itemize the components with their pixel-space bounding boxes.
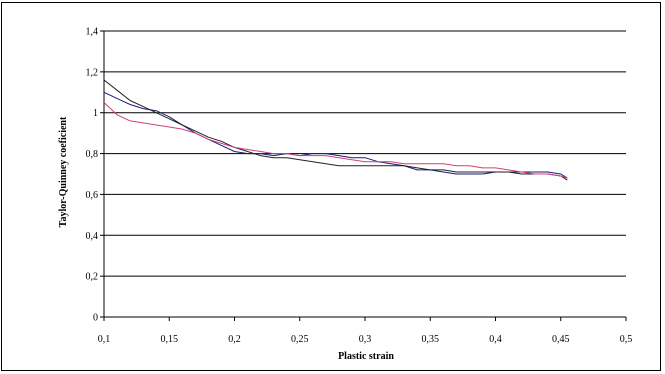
y-tick-label: 0,4 — [86, 231, 99, 242]
y-tick-label: 1 — [93, 108, 98, 119]
y-tick-label: 0 — [93, 313, 98, 324]
x-tick-label: 0,35 — [422, 334, 440, 345]
y-tick-label: 1,2 — [86, 67, 99, 78]
chart-frame — [1, 2, 661, 371]
axes — [100, 30, 627, 321]
y-tick-label: 1,4 — [86, 27, 99, 38]
x-tick-label: 0,45 — [552, 334, 570, 345]
y-tick-label: 0,6 — [86, 190, 99, 201]
series-lines — [103, 79, 568, 181]
x-axis-title: Plastic strain — [338, 351, 394, 362]
y-tick-label: 0,2 — [86, 272, 99, 283]
x-tick-label: 0,15 — [161, 334, 179, 345]
x-tick-labels: 0,1 0,15 0,2 0,25 0,3 0,35 0,4 0,45 0,5 — [98, 334, 633, 345]
x-tick-label: 0,1 — [98, 334, 111, 345]
x-tick-label: 0,25 — [291, 334, 309, 345]
series-line-2 — [103, 79, 568, 181]
x-tick-label: 0,2 — [228, 334, 241, 345]
gridlines — [104, 30, 626, 277]
y-tick-labels: 0 0,2 0,4 0,6 0,8 1 1,2 1,4 — [86, 27, 99, 324]
series-line-3 — [103, 102, 568, 179]
x-tick-label: 0,5 — [620, 334, 633, 345]
x-tick-label: 0,4 — [489, 334, 502, 345]
x-tick-label: 0,3 — [359, 334, 372, 345]
y-axis-title: Taylor-Quinney coeficient — [58, 116, 69, 227]
y-tick-label: 0,8 — [86, 149, 99, 160]
